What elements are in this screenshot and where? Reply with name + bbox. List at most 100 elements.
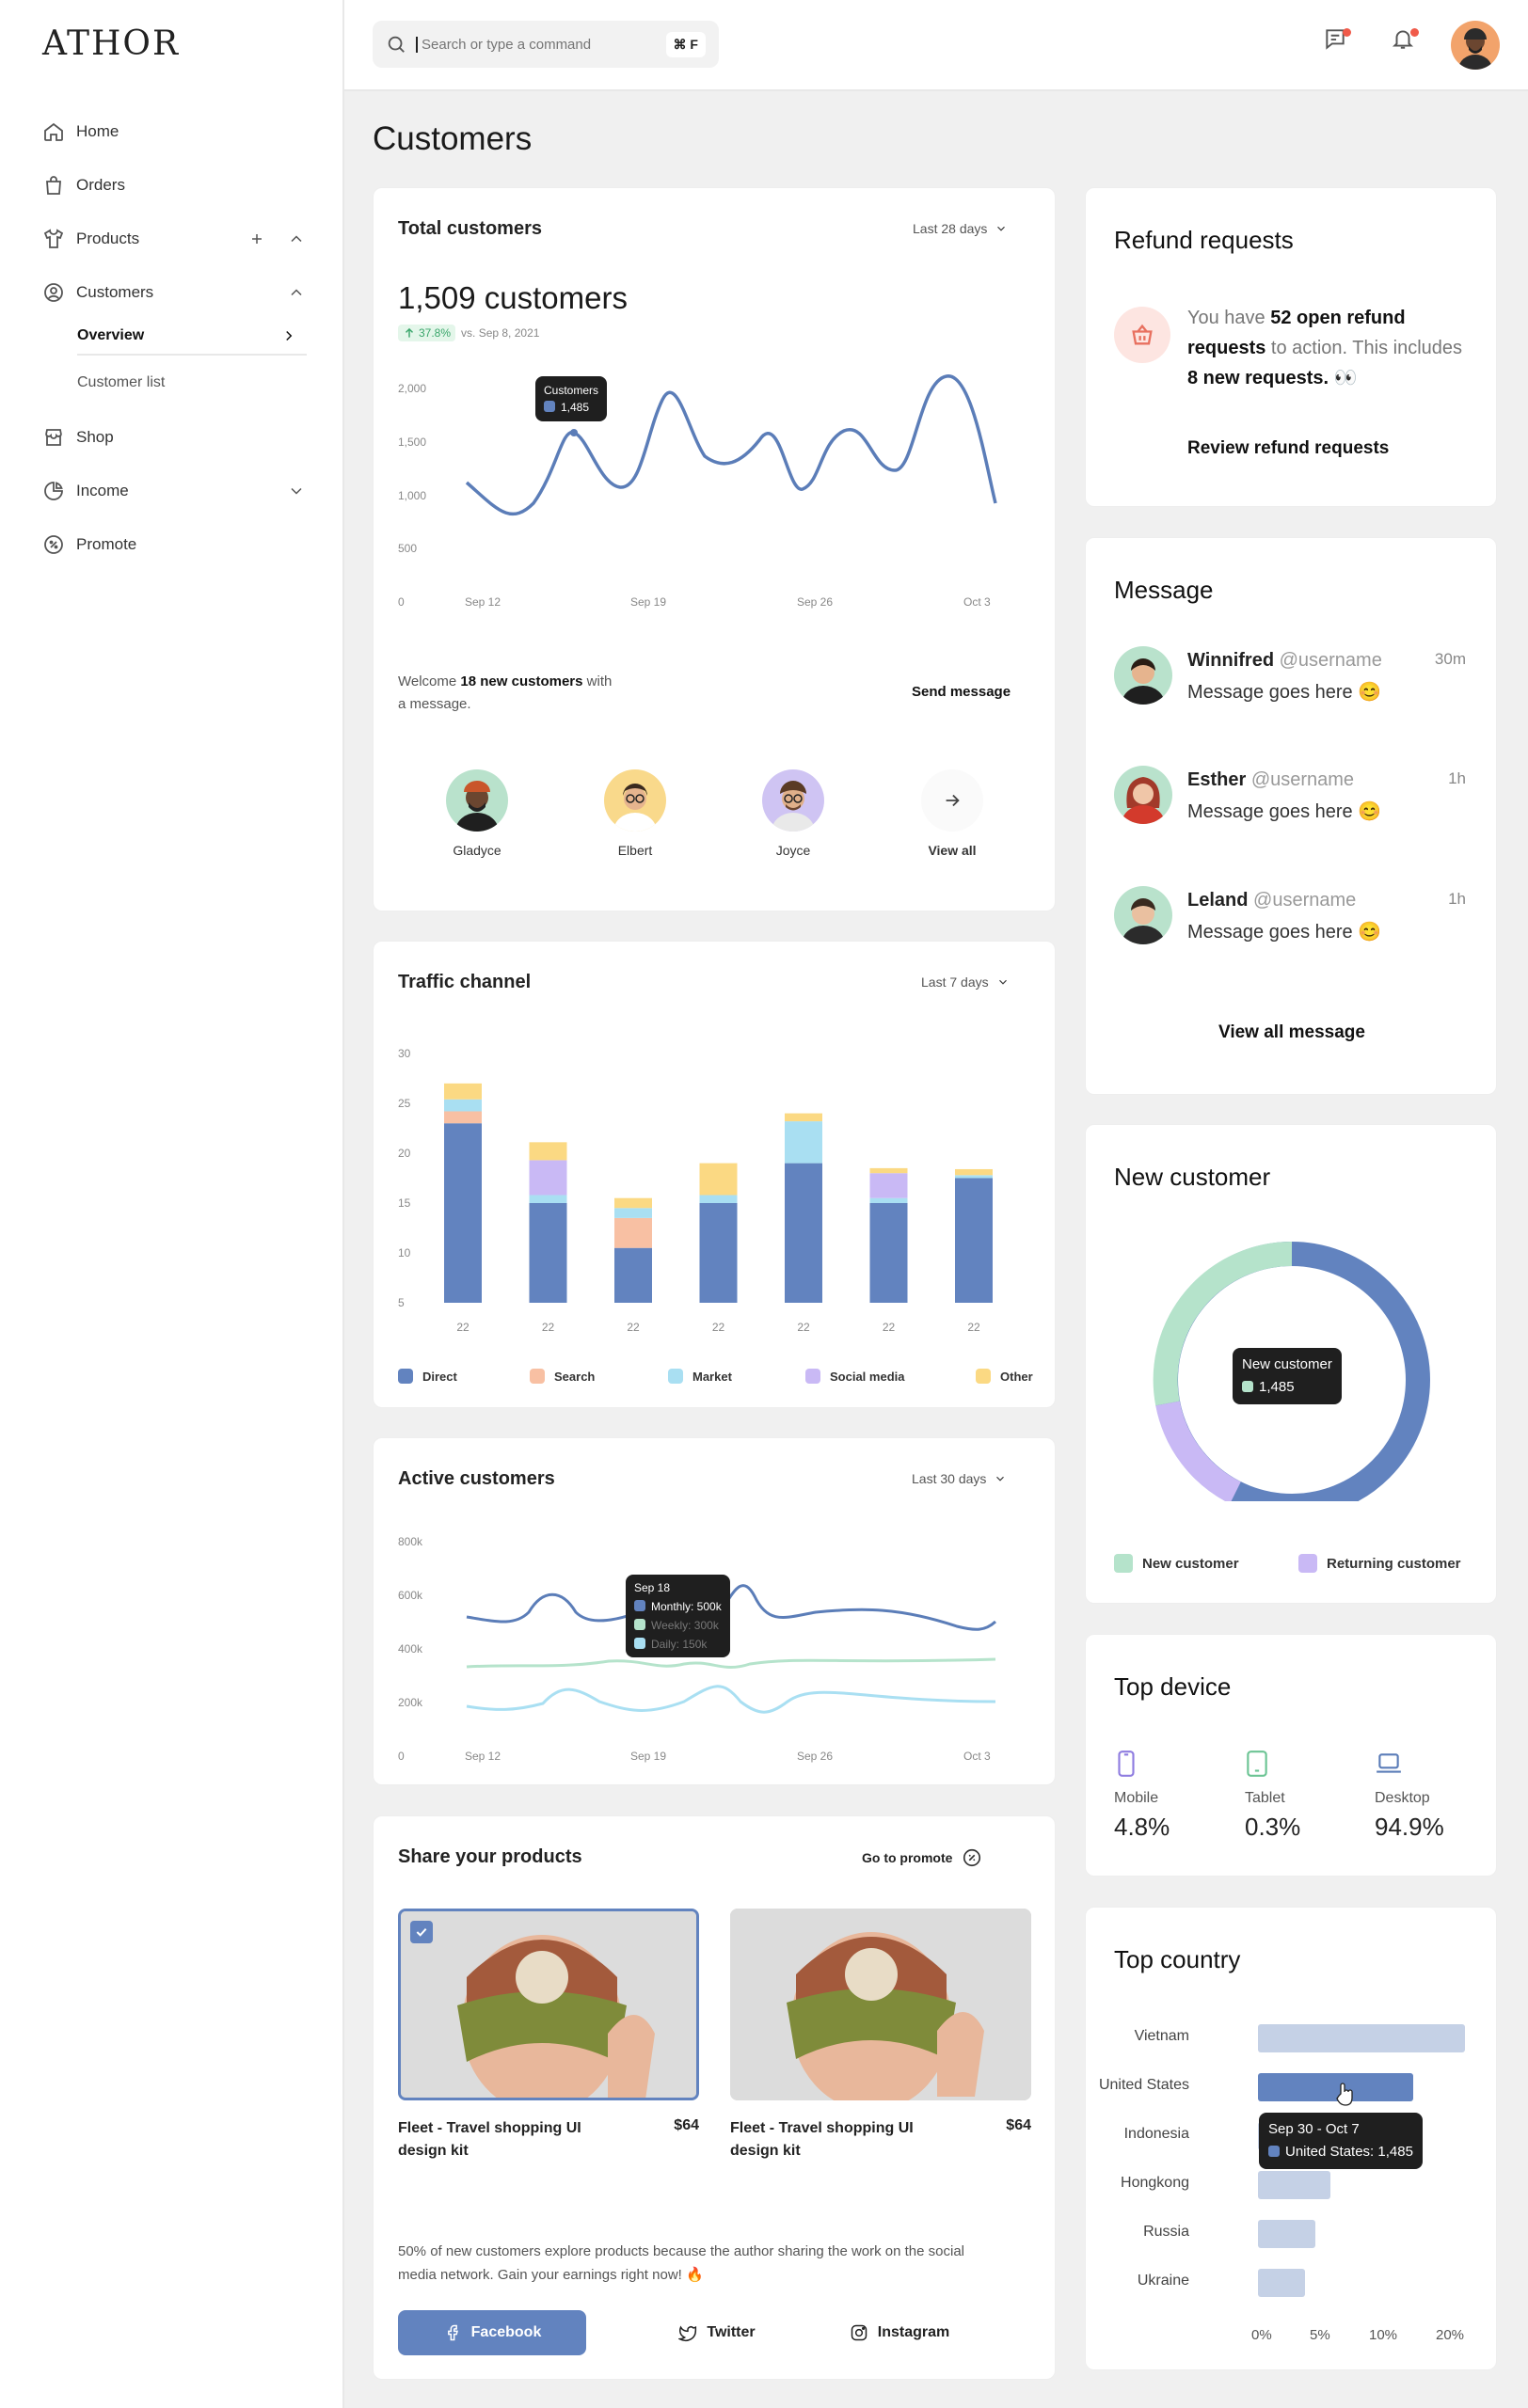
legend-social-media[interactable]: Social media (805, 1369, 904, 1384)
chevron-down-icon[interactable] (287, 482, 306, 500)
messages-button[interactable] (1323, 26, 1357, 60)
app-logo[interactable]: ATHOR (42, 24, 181, 63)
bar-segment-other[interactable] (785, 1113, 822, 1122)
customer-joyce[interactable]: Joyce (751, 769, 836, 858)
bar-segment-market[interactable] (785, 1121, 822, 1164)
facebook-share-button[interactable]: Facebook (398, 2310, 586, 2355)
notifications-button[interactable] (1391, 26, 1425, 60)
product-card[interactable]: Fleet - Travel shopping UI design kit $6… (730, 1909, 1031, 2159)
bar-segment-other[interactable] (444, 1083, 482, 1100)
bar-segment-market[interactable] (614, 1208, 652, 1218)
send-message-button[interactable]: Send message (912, 684, 1011, 700)
sidebar-item-customers[interactable]: Customers (42, 274, 306, 311)
y-tick: 25 (398, 1097, 411, 1110)
bar-segment-other[interactable] (869, 1167, 908, 1174)
user-avatar[interactable] (1451, 21, 1500, 70)
message-item[interactable]: Esther @username 1h Message goes here 😊 (1114, 766, 1466, 832)
message-text: Message goes here 😊 (1187, 922, 1382, 943)
bar-segment-market[interactable] (869, 1197, 908, 1203)
bar-segment-other[interactable] (699, 1163, 738, 1196)
device-tablet: Tablet 0.3% (1245, 1750, 1348, 1842)
legend-search[interactable]: Search (530, 1369, 595, 1384)
go-to-promote-button[interactable]: Go to promote (862, 1847, 982, 1868)
view-all-customers-button[interactable]: View all (910, 769, 995, 858)
bar-segment-other[interactable] (955, 1168, 993, 1176)
country-bar[interactable] (1258, 2220, 1315, 2248)
sidebar-subitem-overview[interactable]: Overview (77, 318, 307, 356)
bar-segment-direct[interactable] (785, 1163, 822, 1303)
legend-label: Market (692, 1369, 732, 1384)
twitter-share-button[interactable]: Twitter (623, 2310, 811, 2355)
legend-market[interactable]: Market (668, 1369, 732, 1384)
sidebar-item-products[interactable]: Products (42, 220, 306, 258)
search-bar[interactable]: ⌘ F (373, 21, 719, 68)
bar-segment-other[interactable] (614, 1197, 652, 1209)
sidebar-item-income[interactable]: Income (42, 472, 306, 510)
sidebar-subitem-label: Overview (77, 327, 145, 343)
legend-swatch (1298, 1554, 1317, 1573)
bar-segment-direct[interactable] (614, 1247, 652, 1303)
x-tick: Sep 26 (797, 1750, 834, 1763)
sidebar-item-shop[interactable]: Shop (42, 419, 306, 456)
country-label: Russia (1143, 2224, 1189, 2240)
range-label: Last 28 days (913, 221, 988, 236)
bell-icon (1392, 30, 1414, 49)
y-tick: 20 (398, 1147, 411, 1160)
product-card[interactable]: Fleet - Travel shopping UI design kit $6… (398, 1909, 699, 2159)
country-bar[interactable] (1258, 2024, 1465, 2052)
country-bar[interactable] (1258, 2073, 1413, 2101)
sidebar-item-label: Orders (76, 176, 125, 194)
series-monthly (466, 1584, 997, 1631)
avatar (446, 769, 508, 832)
shopping-bag-icon (46, 176, 61, 195)
instagram-share-button[interactable]: Instagram (805, 2310, 994, 2355)
message-item[interactable]: Winnifred @username 30m Message goes her… (1114, 646, 1466, 712)
x-tick: 5% (1310, 2327, 1330, 2343)
bar-segment-market[interactable] (444, 1099, 482, 1112)
view-all-message-button[interactable]: View all message (1218, 1022, 1365, 1042)
x-tick: 22 (627, 1321, 640, 1334)
customer-elbert[interactable]: Elbert (593, 769, 677, 858)
legend-new-customer[interactable]: New customer (1114, 1554, 1239, 1573)
message-item[interactable]: Leland @username 1h Message goes here 😊 (1114, 886, 1466, 952)
bar-segment-direct[interactable] (699, 1203, 738, 1303)
message-time: 1h (1448, 769, 1466, 787)
bar-segment-search[interactable] (444, 1111, 482, 1124)
selected-checkbox[interactable] (410, 1921, 433, 1943)
bar-segment-direct[interactable] (869, 1203, 908, 1303)
sidebar-item-home[interactable]: Home (42, 113, 306, 150)
x-tick: 22 (967, 1321, 980, 1334)
plus-icon[interactable] (247, 230, 266, 248)
legend-returning-customer[interactable]: Returning customer (1298, 1554, 1461, 1573)
bar-segment-search[interactable] (614, 1217, 652, 1248)
bar-segment-market[interactable] (529, 1195, 567, 1203)
range-dropdown[interactable]: Last 7 days (921, 974, 1010, 990)
avatar (1114, 886, 1172, 944)
bar-segment-other[interactable] (529, 1142, 567, 1161)
legend-other[interactable]: Other (976, 1369, 1033, 1384)
range-dropdown[interactable]: Last 30 days (912, 1471, 1007, 1486)
search-input[interactable] (416, 36, 666, 53)
bar-segment-social-media[interactable] (869, 1173, 908, 1198)
legend-direct[interactable]: Direct (398, 1369, 457, 1384)
tooltip-date: Sep 18 (634, 1581, 671, 1594)
bar-segment-direct[interactable] (955, 1178, 993, 1304)
bar-segment-market[interactable] (699, 1195, 738, 1203)
chevron-up-icon[interactable] (287, 230, 306, 248)
legend-swatch (634, 1619, 645, 1630)
country-bar[interactable] (1258, 2269, 1305, 2297)
sidebar-item-orders[interactable]: Orders (42, 166, 306, 204)
bar-segment-direct[interactable] (529, 1203, 567, 1303)
review-refund-button[interactable]: Review refund requests (1187, 438, 1390, 458)
bar-segment-social-media[interactable] (529, 1160, 567, 1196)
bar-segment-market[interactable] (955, 1175, 993, 1179)
customer-gladyce[interactable]: Gladyce (435, 769, 519, 858)
sidebar-item-promote[interactable]: Promote (42, 526, 306, 563)
range-dropdown[interactable]: Last 28 days (913, 221, 1008, 236)
country-bar[interactable] (1258, 2171, 1330, 2199)
top-bar: ⌘ F (344, 0, 1528, 91)
sidebar-subitem-customer-list[interactable]: Customer list (77, 364, 307, 402)
chevron-up-icon[interactable] (287, 283, 306, 302)
sidebar-item-label: Income (76, 482, 129, 499)
bar-segment-direct[interactable] (444, 1123, 482, 1303)
